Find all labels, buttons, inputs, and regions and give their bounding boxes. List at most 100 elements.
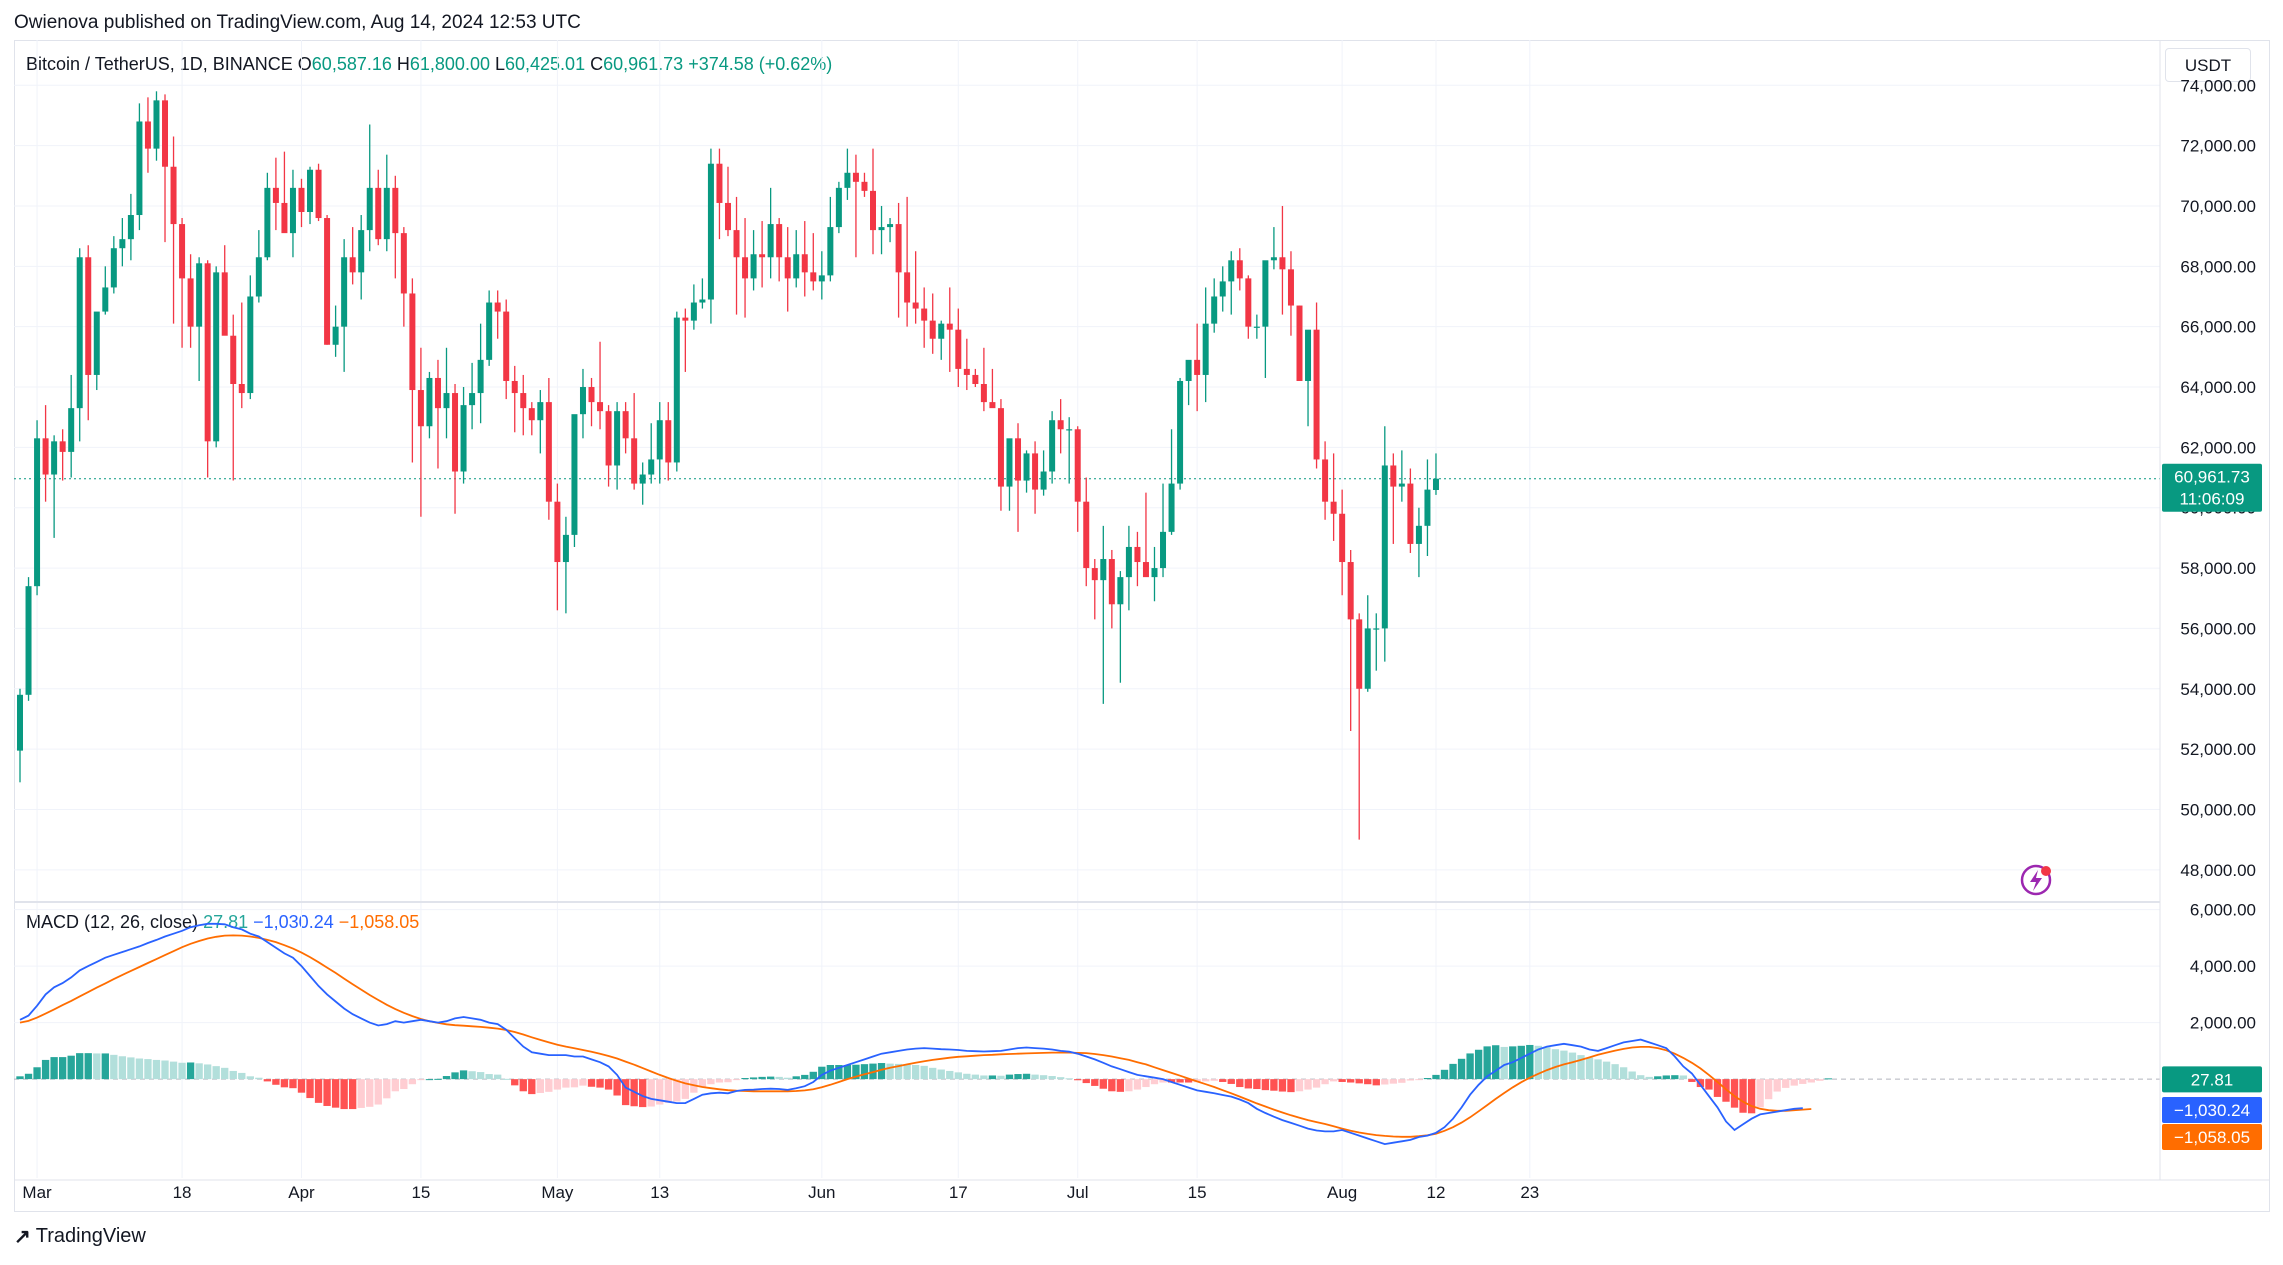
histogram-bar xyxy=(920,1065,928,1080)
low-label: L xyxy=(494,54,505,74)
histogram-bar xyxy=(152,1059,161,1080)
candle xyxy=(349,227,356,285)
histogram-bar xyxy=(1637,1075,1645,1080)
histogram-bar xyxy=(1474,1049,1483,1080)
price-tick-label: 50,000.00 xyxy=(2180,800,2256,819)
candle xyxy=(1134,531,1141,587)
candle xyxy=(938,320,945,360)
histogram-bar xyxy=(1065,1078,1073,1080)
candle xyxy=(51,435,58,538)
histogram-bar xyxy=(809,1071,817,1080)
histogram-bar xyxy=(860,1064,869,1080)
candle xyxy=(673,311,680,472)
histogram-bar xyxy=(1167,1079,1176,1083)
histogram-bar xyxy=(476,1072,485,1080)
price-tick-label: 68,000.00 xyxy=(2180,257,2256,276)
currency-selector[interactable]: USDT xyxy=(2165,48,2251,82)
histogram-bar xyxy=(1056,1077,1065,1080)
histogram-bar xyxy=(903,1064,911,1080)
candle xyxy=(614,402,621,490)
histogram-bar xyxy=(1594,1059,1602,1080)
candle xyxy=(1296,305,1303,381)
price-tick-label: 64,000.00 xyxy=(2180,378,2256,397)
histogram-bar xyxy=(314,1079,323,1103)
histogram-bar xyxy=(1116,1079,1125,1092)
histogram-bar xyxy=(110,1054,118,1080)
candle xyxy=(341,239,348,372)
histogram-bar xyxy=(417,1079,425,1081)
candle xyxy=(324,215,331,345)
histogram-bar xyxy=(280,1079,289,1088)
histogram-bar xyxy=(1125,1079,1133,1092)
price-tick-label: 74,000.00 xyxy=(2180,76,2256,95)
candle xyxy=(102,266,109,315)
candle xyxy=(1356,613,1363,840)
histogram-bar xyxy=(1321,1079,1329,1085)
histogram-bar xyxy=(229,1070,237,1080)
histogram-bar xyxy=(400,1079,408,1090)
histogram-bar xyxy=(186,1062,195,1080)
candle xyxy=(1330,453,1337,541)
candle xyxy=(1381,426,1388,662)
histogram-bar xyxy=(1031,1074,1039,1080)
time-tick-label: Jun xyxy=(808,1183,835,1202)
candle xyxy=(1083,477,1090,587)
histogram-bar xyxy=(1807,1079,1815,1083)
candle xyxy=(383,154,390,252)
histogram-bar xyxy=(621,1079,630,1106)
histogram-bar xyxy=(673,1079,681,1102)
footer-brand-text: TradingView xyxy=(35,1225,146,1247)
histogram-bar xyxy=(579,1079,587,1086)
candle xyxy=(25,577,32,701)
candle xyxy=(571,414,578,547)
candle xyxy=(716,148,723,240)
macd-histogram-series xyxy=(16,1044,1833,1114)
candle xyxy=(426,371,433,439)
histogram-bar xyxy=(502,1078,510,1080)
histogram-bar xyxy=(1244,1079,1252,1089)
candle xyxy=(767,187,774,279)
candle xyxy=(997,399,1004,511)
price-tick-label: 58,000.00 xyxy=(2180,559,2256,578)
candle xyxy=(1432,453,1439,495)
histogram-bar xyxy=(894,1063,903,1080)
histogram-bar xyxy=(596,1079,604,1088)
candle xyxy=(776,218,783,282)
candle xyxy=(554,483,561,611)
time-tick-label: Jul xyxy=(1067,1183,1089,1202)
lightning-icon[interactable] xyxy=(2020,864,2052,896)
histogram-bar xyxy=(707,1079,715,1085)
histogram-bar xyxy=(1355,1079,1363,1084)
histogram-bar xyxy=(263,1079,272,1082)
macd-line-value: −1,030.24 xyxy=(253,912,334,932)
candle xyxy=(852,154,859,258)
histogram-bar xyxy=(391,1079,399,1092)
candle xyxy=(34,420,41,596)
candle xyxy=(1032,441,1039,514)
histogram-bar xyxy=(101,1053,109,1080)
candle xyxy=(682,308,689,372)
candle xyxy=(417,347,424,517)
candle xyxy=(1091,559,1098,620)
candle xyxy=(136,103,143,231)
candle xyxy=(562,516,569,614)
histogram-bar xyxy=(1236,1079,1244,1088)
axis-badges: 60,961.73 11:06:09 27.81 −1,030.24 −1,058.05 xyxy=(2162,463,2262,1150)
candle xyxy=(298,178,305,228)
candle xyxy=(1364,595,1371,692)
histogram-bar xyxy=(1628,1071,1636,1080)
candle xyxy=(1424,459,1431,556)
histogram-bar xyxy=(451,1072,459,1080)
histogram-bar xyxy=(604,1079,613,1090)
candle xyxy=(1074,426,1081,532)
macd-tick-label: 2,000.00 xyxy=(2190,1014,2256,1033)
histogram-bar xyxy=(1747,1079,1756,1114)
candle xyxy=(946,287,953,372)
histogram-bar xyxy=(664,1079,672,1103)
histogram-bar xyxy=(553,1079,562,1090)
candle xyxy=(724,166,731,237)
candle xyxy=(1245,275,1252,339)
histogram-bar xyxy=(1526,1044,1534,1080)
price-tick-label: 56,000.00 xyxy=(2180,619,2256,638)
